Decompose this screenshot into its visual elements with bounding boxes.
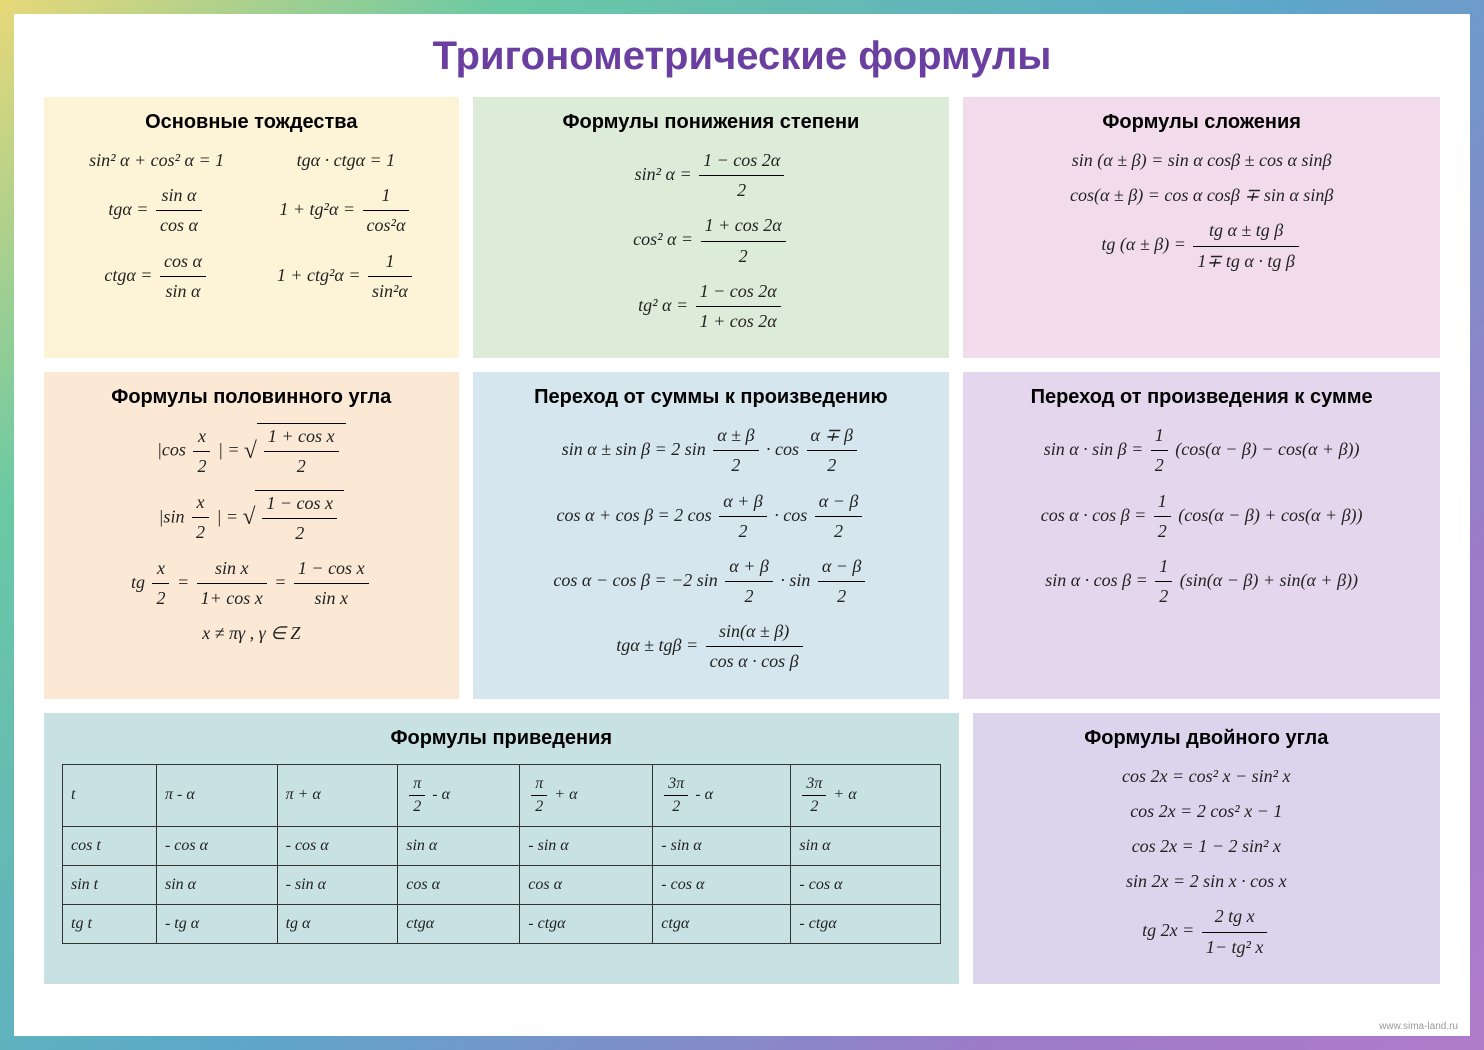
table-cell: cos t xyxy=(63,826,157,865)
table-cell: ctgα xyxy=(398,904,520,943)
card-title: Формулы приведения xyxy=(62,727,941,750)
formula: cos 2x = 1 − 2 sin² x xyxy=(991,834,1422,859)
formula: tg (α ± β) = tg α ± tg β1∓ tg α · tg β xyxy=(981,218,1422,273)
card-title: Формулы понижения степени xyxy=(491,111,932,134)
table-cell: - ctgα xyxy=(791,904,940,943)
formula: tgα · ctgα = 1 xyxy=(251,148,440,173)
table-cell: tg t xyxy=(63,904,157,943)
formula: |sin x2 | = 1 − cos x2 xyxy=(62,490,441,546)
table-cell: - cos α xyxy=(156,826,277,865)
card-product-to-sum: Переход от произведения к сумме sin α · … xyxy=(963,372,1440,699)
formula: sin² α + cos² α = 1 xyxy=(62,148,251,173)
formula: cos 2x = 2 cos² x − 1 xyxy=(991,799,1422,824)
table-cell: sin t xyxy=(63,865,157,904)
formula: tg² α = 1 − cos 2α1 + cos 2α xyxy=(491,279,932,334)
table-header: 3π2 - α xyxy=(653,764,791,826)
table-cell: ctgα xyxy=(653,904,791,943)
reduction-table: tπ - απ + απ2 - απ2 + α3π2 - α3π2 + α co… xyxy=(62,764,941,944)
formula: ctgα = cos αsin α xyxy=(62,249,251,304)
table-cell: - cos α xyxy=(277,826,398,865)
formula: |cos x2 | = 1 + cos x2 xyxy=(62,423,441,479)
table-cell: - ctgα xyxy=(520,904,653,943)
watermark: www.sima-land.ru xyxy=(1379,1021,1458,1032)
card-power-reduction: Формулы понижения степени sin² α = 1 − c… xyxy=(473,97,950,358)
formula: x ≠ πγ , γ ∈ Z xyxy=(62,621,441,646)
formula: cos² α = 1 + cos 2α2 xyxy=(491,213,932,268)
formula: sin 2x = 2 sin x · cos x xyxy=(991,869,1422,894)
page-title: Тригонометрические формулы xyxy=(44,34,1440,79)
table-header: 3π2 + α xyxy=(791,764,940,826)
formula: tg 2x = 2 tg x1− tg² x xyxy=(991,904,1422,959)
card-sum-to-product: Переход от суммы к произведению sin α ± … xyxy=(473,372,950,699)
table-cell: - tg α xyxy=(156,904,277,943)
card-title: Переход от произведения к сумме xyxy=(981,386,1422,409)
formula: 1 + ctg²α = 1sin²α xyxy=(251,249,440,304)
formula: 1 + tg²α = 1cos²α xyxy=(251,183,440,238)
table-header: π2 - α xyxy=(398,764,520,826)
formula: sin (α ± β) = sin α cosβ ± cos α sinβ xyxy=(981,148,1422,173)
table-header: π2 + α xyxy=(520,764,653,826)
formula: cos α + cos β = 2 cos α + β2 · cos α − β… xyxy=(491,489,932,544)
table-header: t xyxy=(63,764,157,826)
formula: cos α · cos β = 12 (cos(α − β) + cos(α +… xyxy=(981,489,1422,544)
formula: sin α ± sin β = 2 sin α ± β2 · cos α ∓ β… xyxy=(491,423,932,478)
card-title: Переход от суммы к произведению xyxy=(491,386,932,409)
table-cell: - sin α xyxy=(277,865,398,904)
table-cell: cos α xyxy=(398,865,520,904)
table-cell: - sin α xyxy=(520,826,653,865)
table-cell: sin α xyxy=(398,826,520,865)
formula: cos 2x = cos² x − sin² x xyxy=(991,764,1422,789)
table-cell: - sin α xyxy=(653,826,791,865)
table-cell: sin α xyxy=(791,826,940,865)
formula: sin² α = 1 − cos 2α2 xyxy=(491,148,932,203)
formula: tg x2 = sin x1+ cos x = 1 − cos xsin x xyxy=(62,556,441,611)
card-double-angle: Формулы двойного угла cos 2x = cos² x − … xyxy=(973,713,1440,984)
formula: cos(α ± β) = cos α cosβ ∓ sin α sinβ xyxy=(981,183,1422,208)
formula: tgα ± tgβ = sin(α ± β)cos α · cos β xyxy=(491,619,932,674)
card-half-angle: Формулы половинного угла |cos x2 | = 1 +… xyxy=(44,372,459,699)
card-title: Основные тождества xyxy=(62,111,441,134)
table-header: π + α xyxy=(277,764,398,826)
formula: tgα = sin αcos α xyxy=(62,183,251,238)
table-cell: tg α xyxy=(277,904,398,943)
formula: cos α − cos β = −2 sin α + β2 · sin α − … xyxy=(491,554,932,609)
card-title: Формулы сложения xyxy=(981,111,1422,134)
formula: sin α · cos β = 12 (sin(α − β) + sin(α +… xyxy=(981,554,1422,609)
formula: sin α · sin β = 12 (cos(α − β) − cos(α +… xyxy=(981,423,1422,478)
card-reduction: Формулы приведения tπ - απ + απ2 - απ2 +… xyxy=(44,713,959,984)
card-identities: Основные тождества sin² α + cos² α = 1 t… xyxy=(44,97,459,358)
table-cell: cos α xyxy=(520,865,653,904)
table-cell: - cos α xyxy=(791,865,940,904)
card-title: Формулы двойного угла xyxy=(991,727,1422,750)
table-cell: sin α xyxy=(156,865,277,904)
table-header: π - α xyxy=(156,764,277,826)
table-cell: - cos α xyxy=(653,865,791,904)
card-title: Формулы половинного угла xyxy=(62,386,441,409)
formula-grid: Основные тождества sin² α + cos² α = 1 t… xyxy=(44,97,1440,699)
card-addition: Формулы сложения sin (α ± β) = sin α cos… xyxy=(963,97,1440,358)
